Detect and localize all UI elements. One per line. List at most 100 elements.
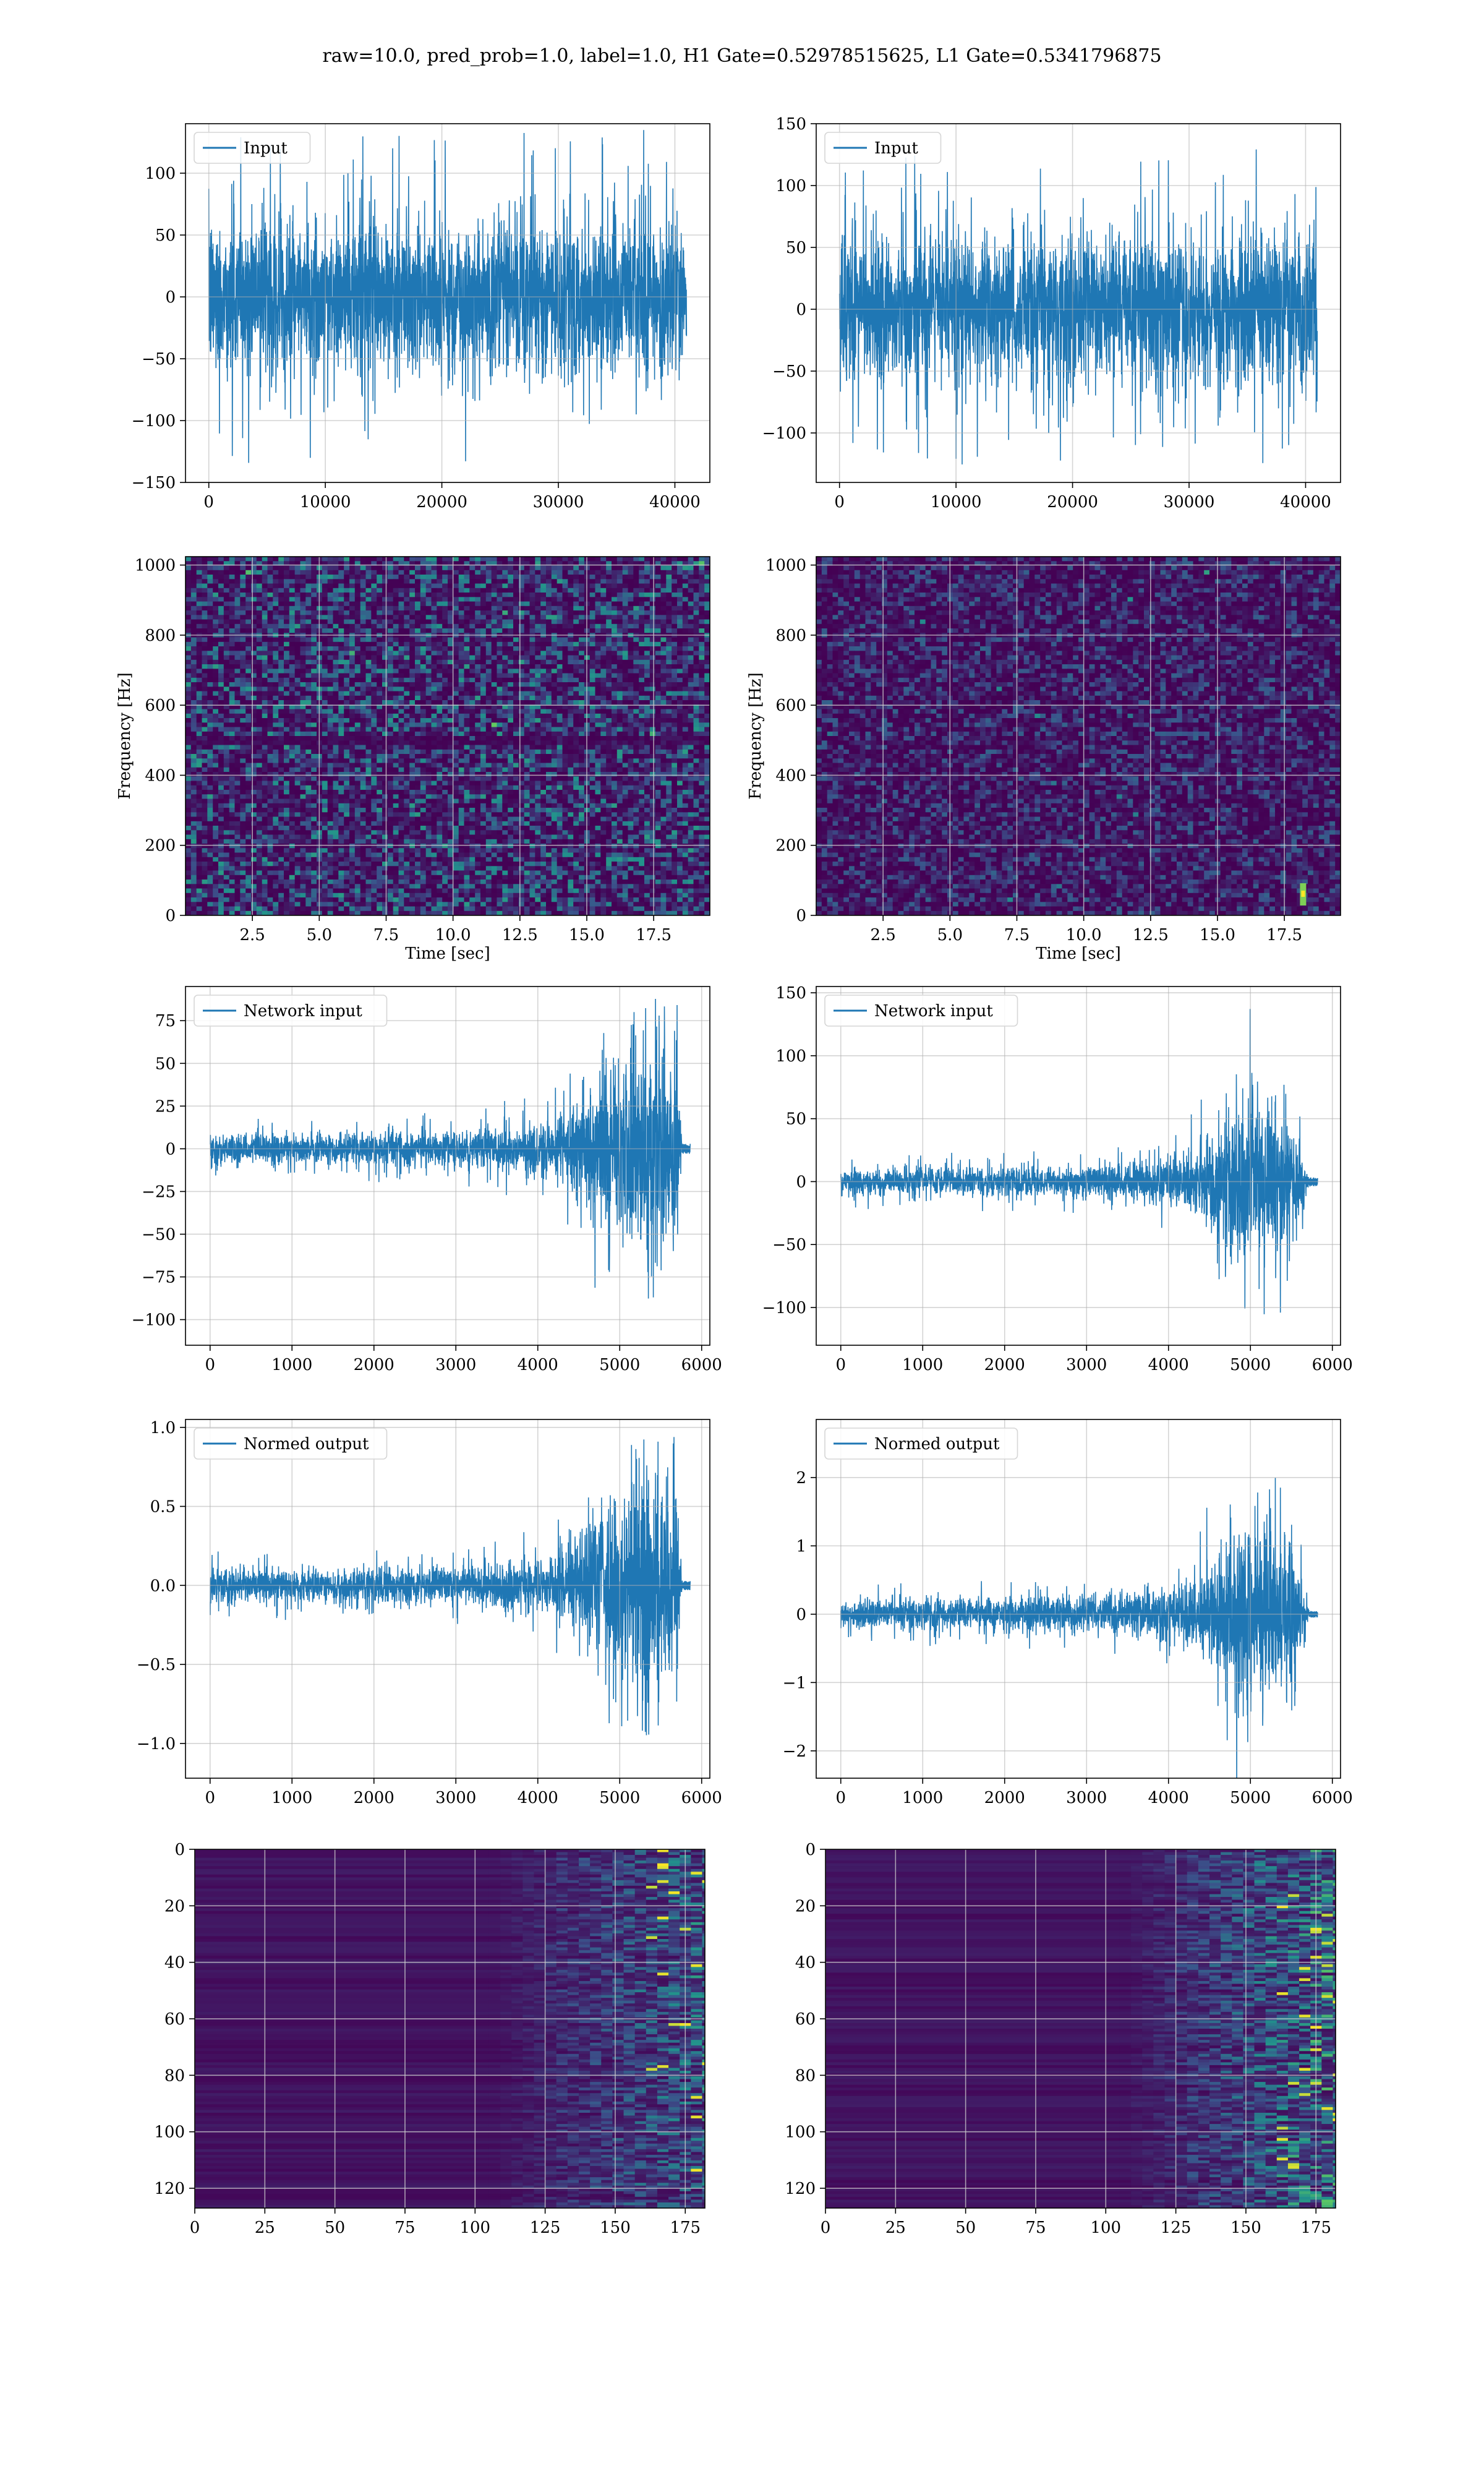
y-tick-label: 75 <box>155 1012 176 1030</box>
y-tick-label: 50 <box>155 226 176 245</box>
legend-entry: Network input <box>244 1002 362 1021</box>
subplots: 0 10000 20000 30000 40000−150−100−50050100In… <box>116 115 1353 2237</box>
x-tick-label: 50 <box>955 2219 976 2237</box>
y-tick-label: 40 <box>164 1954 185 1972</box>
y-tick-label: 400 <box>775 766 806 785</box>
x-tick-label: 15.0 <box>1200 926 1235 944</box>
x-tick-label: 0 <box>205 1356 215 1374</box>
y-tick-label: −100 <box>762 1299 806 1317</box>
series-line-network-input-l1 <box>840 1009 1318 1314</box>
y-tick-label: 600 <box>145 696 176 715</box>
x-tick-label: 4000 <box>1148 1789 1189 1807</box>
y-tick-label: 20 <box>795 1897 816 1915</box>
x-tick-label: 150 <box>1230 2219 1261 2237</box>
x-tick-label: 100 <box>459 2219 490 2237</box>
y-tick-label: 1000 <box>765 557 806 575</box>
x-tick-label: 0 <box>835 1789 846 1807</box>
y-tick-label: 1.0 <box>150 1419 176 1437</box>
x-tick-label: 0 <box>205 1789 215 1807</box>
x-tick-label: 2000 <box>984 1356 1025 1374</box>
x-tick-label: 175 <box>670 2219 701 2237</box>
axes-frame <box>185 1419 710 1779</box>
x-tick-label: 2.5 <box>870 926 895 944</box>
series-line-network-input-h1 <box>210 998 691 1299</box>
x-tick-label: 12.5 <box>1133 926 1169 944</box>
subplot-network-input-h1: 0 1000 2000 3000 4000 5000 6000 −100 −75 −50 −25 0 2… <box>132 986 722 1374</box>
legend: Normed output <box>824 1427 1018 1460</box>
axes-frame <box>816 986 1341 1346</box>
legend-box <box>824 995 1018 1027</box>
y-tick-label: 800 <box>145 627 176 645</box>
x-axis-label: Time [sec] <box>405 944 490 963</box>
y-tick-label: 0.0 <box>150 1577 176 1595</box>
y-tick-label: 0 <box>165 288 176 307</box>
x-tick-label: 2000 <box>984 1789 1025 1807</box>
legend-box <box>194 995 388 1027</box>
x-tick-label: 5000 <box>1230 1789 1271 1807</box>
x-tick-label: 25 <box>255 2219 275 2237</box>
legend-box <box>824 132 942 164</box>
x-tick-label: 75 <box>394 2219 415 2237</box>
x-tick-label: 17.5 <box>636 926 672 944</box>
y-tick-label: 100 <box>145 165 176 183</box>
x-tick-label: 5000 <box>599 1356 640 1374</box>
y-tick-label: 120 <box>785 2180 816 2198</box>
x-tick-label: 0 <box>835 1356 846 1374</box>
axes-frame <box>185 556 710 916</box>
x-tick-label: 5.0 <box>307 926 332 944</box>
y-tick-label: 800 <box>775 627 806 645</box>
x-tick-label: 30000 <box>533 493 584 511</box>
subplot-normed-output-h1: 0 1000 2000 3000 4000 5000 6000 −1.0 −0.5 0.0 0.5 1… <box>137 1419 722 1807</box>
y-tick-label: 80 <box>164 2066 185 2085</box>
legend-entry: Input <box>874 139 918 158</box>
x-tick-label: 175 <box>1300 2219 1331 2237</box>
legend-box <box>194 132 311 164</box>
x-tick-label: 150 <box>600 2219 631 2237</box>
y-tick-label: 0 <box>796 1606 806 1624</box>
x-tick-label: 125 <box>530 2219 561 2237</box>
subplot-feature-map-l1: 0 25 50 75 100 125 150 175 0 20 40 60 80 100 120 <box>785 1841 1336 2237</box>
y-tick-label: 50 <box>786 1110 806 1129</box>
x-tick-label: 6000 <box>681 1789 722 1807</box>
y-tick-label: −100 <box>762 424 806 443</box>
spectrogram-image <box>816 557 1341 915</box>
x-tick-label: 15.0 <box>569 926 605 944</box>
y-tick-label: 60 <box>164 2010 185 2029</box>
y-tick-label: 120 <box>154 2180 185 2198</box>
x-tick-label: 125 <box>1161 2219 1192 2237</box>
legend-box <box>824 1427 1018 1460</box>
series-line-input-h1 <box>208 130 688 463</box>
y-tick-label: 0 <box>796 907 806 925</box>
axes-frame <box>825 1849 1336 2209</box>
y-tick-label: 40 <box>795 1954 816 1972</box>
y-axis-label: Frequency [Hz] <box>116 672 134 800</box>
x-tick-label: 25 <box>885 2219 906 2237</box>
x-tick-label: 0 <box>203 493 214 511</box>
legend: Normed output <box>194 1427 388 1460</box>
legend: Network input <box>194 995 388 1027</box>
axes-frame <box>194 1849 706 2209</box>
legend: Input <box>824 132 942 164</box>
x-tick-label: 3000 <box>435 1356 476 1374</box>
x-tick-label: 0 <box>821 2219 831 2237</box>
y-tick-label: 0.5 <box>150 1498 176 1517</box>
x-tick-label: 10000 <box>931 493 982 511</box>
legend-entry: Normed output <box>874 1435 1000 1453</box>
x-tick-label: 5000 <box>1230 1356 1271 1374</box>
x-tick-label: 40000 <box>649 493 701 511</box>
axes-frame <box>816 1419 1341 1779</box>
y-tick-label: 2 <box>796 1469 806 1487</box>
y-tick-label: 60 <box>795 2010 816 2029</box>
y-tick-label: 100 <box>154 2123 185 2142</box>
x-tick-label: 1000 <box>271 1789 312 1807</box>
x-tick-label: 7.5 <box>373 926 399 944</box>
x-tick-label: 4000 <box>518 1356 558 1374</box>
x-tick-label: 0 <box>834 493 845 511</box>
y-tick-label: −2 <box>783 1742 806 1761</box>
y-tick-label: 25 <box>155 1097 176 1116</box>
legend-entry: Normed output <box>244 1435 369 1453</box>
feature-map-image <box>195 1849 705 2208</box>
y-tick-label: −50 <box>142 1225 176 1244</box>
legend-box <box>194 1427 388 1460</box>
x-tick-label: 30000 <box>1164 493 1215 511</box>
